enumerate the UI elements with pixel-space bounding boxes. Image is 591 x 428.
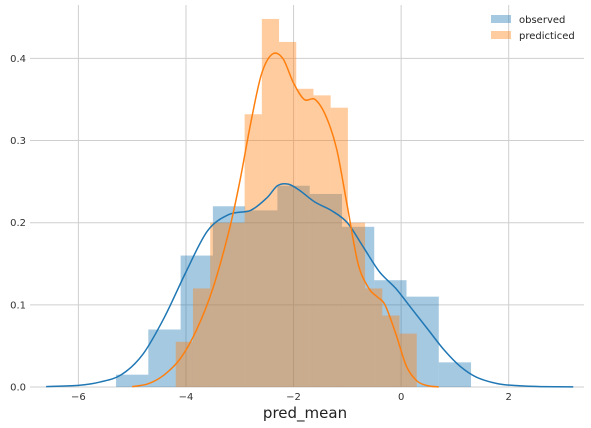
bar-predicted-13	[399, 333, 417, 387]
y-tick-label-2: 0.2	[10, 218, 26, 229]
legend-swatch-predicted	[491, 31, 511, 39]
kde-line-observed	[46, 182, 574, 388]
x-axis-title: pred_mean	[263, 404, 347, 423]
bar-observed-5	[277, 185, 310, 387]
bar-observed-0	[116, 374, 149, 387]
bar-predicted-0	[175, 341, 193, 387]
kde-curves	[46, 52, 574, 388]
bar-observed-2	[180, 255, 213, 387]
bar-observed-1	[148, 329, 181, 387]
y-tick-label-1: 0.1	[10, 300, 26, 311]
bar-observed-9	[406, 296, 439, 387]
bar-observed-6	[309, 193, 342, 387]
bar-predicted-10	[347, 222, 366, 387]
x-tick-label-1: −4	[179, 392, 194, 403]
y-tick-label-4: 0.4	[10, 54, 26, 65]
bar-predicted-6	[279, 41, 297, 387]
predicted-histogram	[175, 18, 417, 388]
x-tick-label-0: −6	[71, 392, 86, 403]
x-tick-label-3: 0	[398, 392, 404, 403]
y-tick-labels: 0.0 0.1 0.2 0.3 0.4	[10, 54, 26, 394]
bar-predicted-5	[261, 18, 280, 388]
observed-histogram	[116, 185, 472, 387]
y-tick-label-3: 0.3	[10, 136, 26, 147]
bar-predicted-7	[296, 88, 314, 387]
y-tick-label-0: 0.0	[10, 383, 26, 394]
bar-observed-3	[212, 206, 246, 387]
bar-observed-7	[341, 226, 375, 387]
x-tick-label-2: −2	[286, 392, 301, 403]
bar-observed-4	[245, 210, 278, 387]
x-tick-labels: −6 −4 −2 0 2	[71, 392, 512, 403]
bar-predicted-11	[365, 288, 383, 387]
bar-predicted-2	[210, 222, 228, 387]
bar-predicted-12	[382, 315, 400, 387]
bar-predicted-8	[313, 95, 331, 387]
bar-predicted-1	[192, 288, 211, 387]
bar-observed-10	[438, 362, 472, 387]
grid-lines	[30, 5, 584, 388]
legend-swatch-observed	[491, 15, 511, 23]
kde-line-predicted	[132, 52, 439, 388]
x-tick-label-4: 2	[506, 392, 512, 403]
legend: observed predicticed	[491, 15, 575, 42]
legend-label-observed: observed	[519, 15, 565, 26]
legend-label-predicted: predicticed	[519, 31, 575, 42]
bar-predicted-4	[244, 114, 262, 387]
bar-predicted-3	[227, 222, 245, 387]
bar-predicted-9	[330, 107, 348, 387]
